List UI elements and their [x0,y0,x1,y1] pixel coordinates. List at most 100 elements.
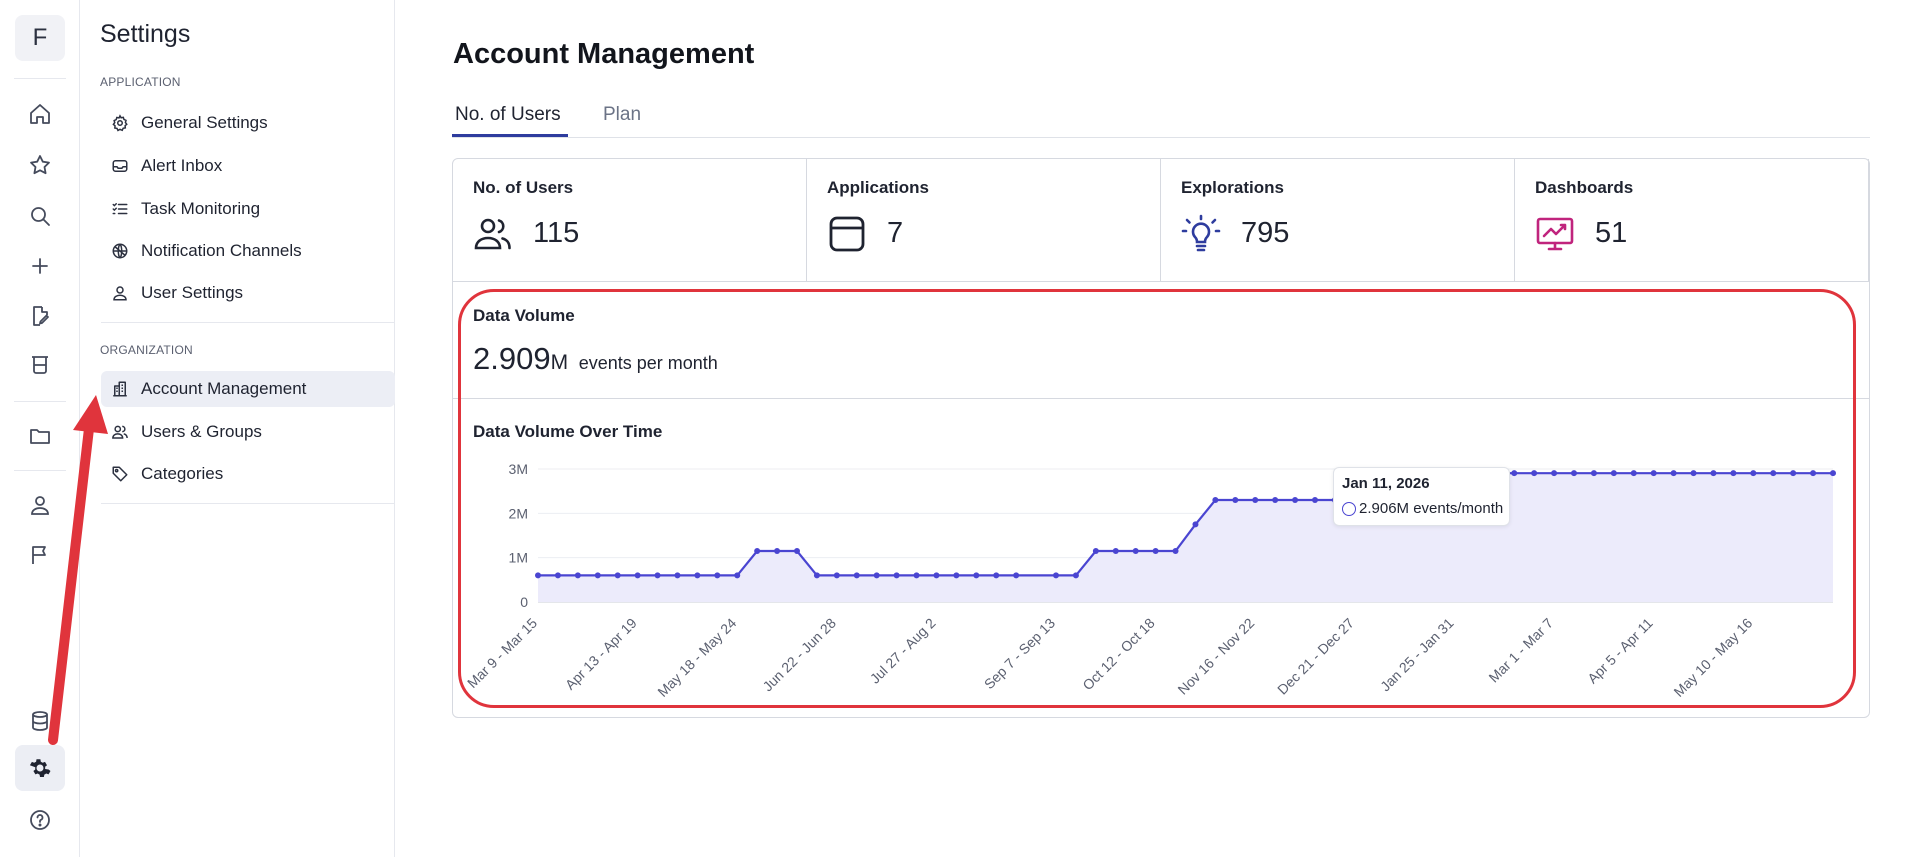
folder-icon[interactable] [20,416,60,456]
data-point [1013,572,1020,579]
nav-item-categories[interactable]: Categories [101,456,395,492]
data-point [1531,470,1538,477]
home-icon[interactable] [20,94,60,134]
gear-icon[interactable] [15,745,65,791]
data-point [1810,470,1817,477]
task-list-icon [112,203,128,215]
gear-outline-icon [112,114,128,132]
data-point [1252,497,1259,504]
users-icon [474,218,511,250]
icon-rail: F [0,0,80,857]
x-tick-label: Mar 1 - Mar 7 [1485,615,1556,686]
nav-item-label: Account Management [141,379,307,398]
data-point [1730,470,1737,477]
data-point [1650,470,1657,477]
tag-icon [112,466,128,482]
data-volume-number: 2.909 [473,341,551,376]
data-point [535,572,541,579]
nav-item-alert-inbox[interactable]: Alert Inbox [101,148,395,184]
data-point [634,572,641,579]
settings-title: Settings [100,20,191,48]
data-point [1790,470,1797,477]
tab-plan[interactable]: Plan [603,104,642,125]
data-point [1610,470,1617,477]
data-point [754,548,761,555]
data-point [1212,497,1219,504]
nav-item-user-settings[interactable]: User Settings [101,275,395,311]
nav-item-label: Task Monitoring [141,199,261,218]
broadcast-icon [112,243,128,259]
tab-no-of-users[interactable]: No. of Users [455,104,561,125]
y-tick-label: 2M [509,505,528,521]
nav-item-general-settings[interactable]: General Settings [101,105,395,141]
data-point [1551,470,1558,477]
data-point [1590,470,1597,477]
stat-dashboards: Dashboards 51 [1515,159,1869,282]
nav-item-notification-channels[interactable]: Notification Channels [101,233,395,269]
data-point [794,548,800,555]
data-point [1830,470,1836,477]
data-point [694,572,701,579]
panel-divider [101,503,395,504]
stat-label: Dashboards [1535,178,1634,197]
data-point [654,572,661,579]
y-tick-label: 0 [520,594,528,610]
nav-item-account-management[interactable]: Account Management [101,371,395,407]
lightbulb-icon [1181,214,1221,252]
data-point [853,572,860,579]
plus-icon[interactable] [20,246,60,286]
stat-explorations: Explorations 795 [1161,159,1515,282]
stat-label: No. of Users [473,178,574,197]
data-point [1710,470,1717,477]
rail-divider [14,78,66,79]
nav-item-users-groups[interactable]: Users & Groups [101,414,395,450]
nav-item-label: General Settings [141,113,268,132]
stat-no-of-users: No. of Users 115 [453,159,807,282]
card-divider [453,398,1869,399]
flask-icon[interactable] [20,345,60,385]
x-tick-label: Dec 21 - Dec 27 [1274,615,1357,698]
y-tick-label: 1M [509,550,528,566]
data-point [554,572,561,579]
main-content: Account Management No. of Users Plan No.… [395,0,1920,857]
section-application: APPLICATION [100,75,181,89]
data-volume-label: Data Volume [473,306,575,325]
data-point [1292,497,1299,504]
nav-item-label: Alert Inbox [141,156,223,175]
x-tick-label: May 18 - May 24 [654,615,739,700]
chart-title: Data Volume Over Time [473,422,663,441]
user-icon[interactable] [20,485,60,525]
workspace-logo[interactable]: F [15,15,65,61]
dashboard-monitor-icon [1536,217,1574,251]
data-point [973,572,980,579]
x-tick-label: Nov 16 - Nov 22 [1174,615,1257,698]
x-tick-label: Jan 25 - Jan 31 [1377,615,1457,695]
data-point [1172,548,1179,555]
data-point [1092,548,1099,555]
nav-item-label: User Settings [141,283,244,302]
help-icon[interactable] [20,800,60,840]
data-point [893,572,900,579]
data-point [1690,470,1697,477]
tooltip-date: Jan 11, 2026 [1342,475,1430,492]
users-icon [112,425,128,439]
nav-item-task-monitoring[interactable]: Task Monitoring [101,191,395,227]
data-point [913,572,920,579]
data-point [734,572,741,579]
data-point [1770,470,1777,477]
star-icon[interactable] [20,145,60,185]
x-tick-label: Apr 5 - Apr 11 [1584,615,1656,687]
search-icon[interactable] [20,196,60,236]
database-icon[interactable] [20,701,60,741]
edit-doc-icon[interactable] [20,296,60,336]
flag-icon[interactable] [20,535,60,575]
page-title: Account Management [453,38,755,70]
data-point [953,572,960,579]
series-dot-icon [1342,501,1356,516]
nav-item-label: Notification Channels [141,241,302,260]
data-point [1132,548,1139,555]
data-point [1511,470,1518,477]
building-icon [113,381,127,397]
data-volume-suffix: events per month [578,353,718,373]
tooltip-value: 2.906M events/month [1359,500,1504,517]
